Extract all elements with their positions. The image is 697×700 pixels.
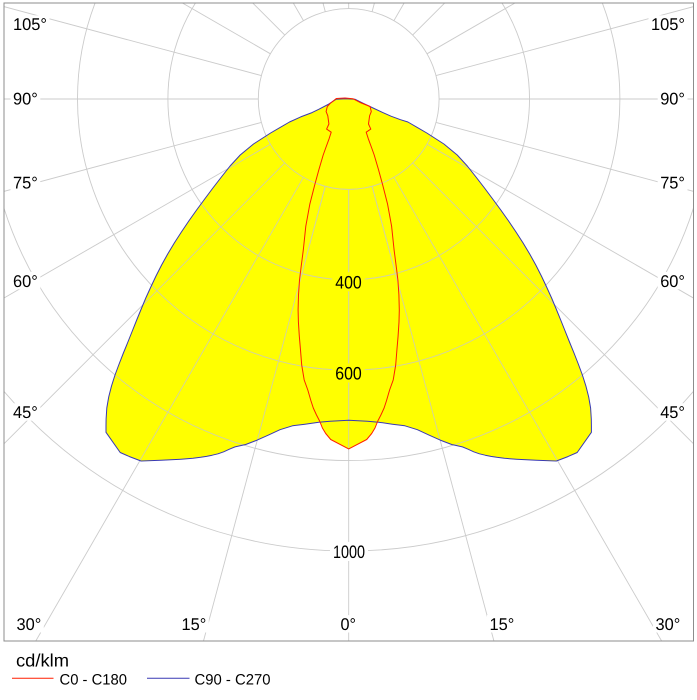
svg-text:C0 - C180: C0 - C180 xyxy=(60,671,128,688)
svg-text:30°: 30° xyxy=(17,615,42,634)
svg-text:45°: 45° xyxy=(660,403,685,422)
svg-text:C90 - C270: C90 - C270 xyxy=(195,671,271,688)
svg-text:60°: 60° xyxy=(660,272,685,291)
svg-text:0°: 0° xyxy=(341,615,357,634)
svg-text:1000: 1000 xyxy=(333,542,365,562)
svg-text:400: 400 xyxy=(335,272,362,292)
svg-text:75°: 75° xyxy=(13,174,38,193)
svg-text:45°: 45° xyxy=(13,403,38,422)
svg-text:60°: 60° xyxy=(13,272,38,291)
svg-text:90°: 90° xyxy=(660,89,685,108)
svg-text:15°: 15° xyxy=(182,615,207,634)
svg-text:cd/klm: cd/klm xyxy=(16,651,69,671)
svg-text:105°: 105° xyxy=(13,15,47,34)
svg-text:15°: 15° xyxy=(490,615,515,634)
svg-text:600: 600 xyxy=(335,364,362,384)
svg-text:105°: 105° xyxy=(651,15,685,34)
svg-text:90°: 90° xyxy=(13,89,38,108)
svg-text:30°: 30° xyxy=(656,615,681,634)
svg-text:75°: 75° xyxy=(660,174,685,193)
